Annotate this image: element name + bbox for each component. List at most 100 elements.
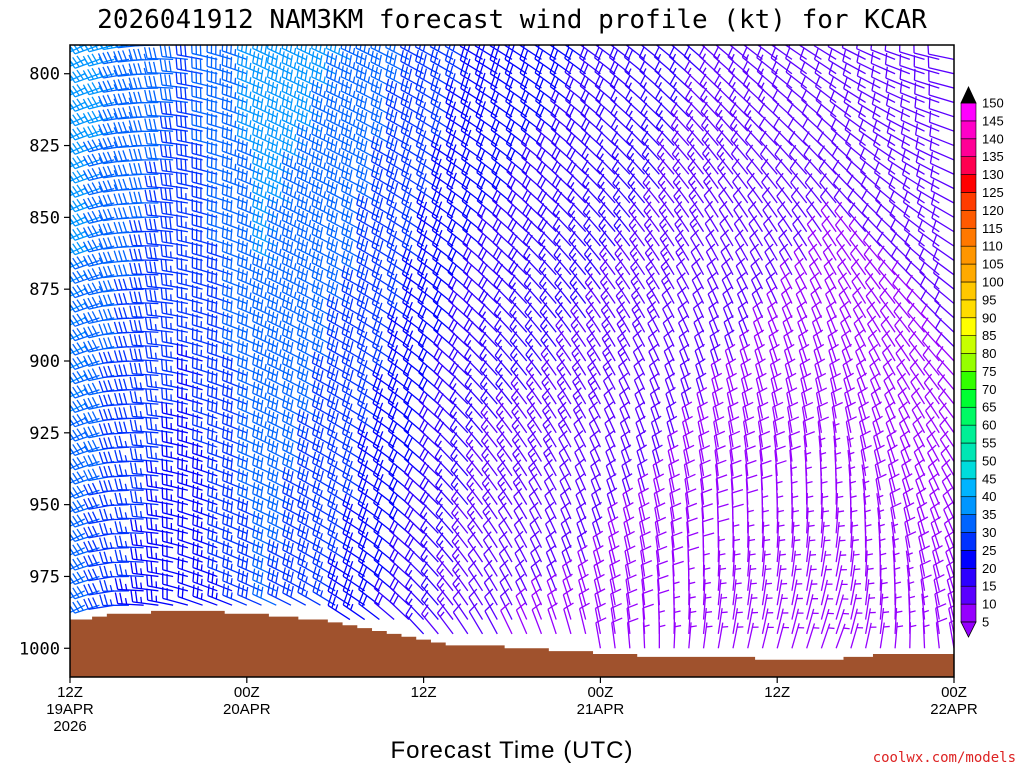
wind-barb <box>582 173 601 204</box>
wind-barb <box>888 190 911 218</box>
wind-barb <box>806 565 817 591</box>
wind-barb <box>835 608 850 635</box>
wind-barb <box>671 144 690 175</box>
wind-barb <box>449 432 469 462</box>
wind-barb <box>144 260 174 276</box>
wind-barb <box>161 558 189 578</box>
wind-barb <box>70 519 71 520</box>
wind-barb <box>70 170 100 184</box>
wind-barb <box>556 373 572 405</box>
wind-barb <box>941 459 954 491</box>
wind-barb <box>327 508 351 534</box>
wind-barb <box>943 501 954 534</box>
wind-barb <box>385 78 410 104</box>
wind-barb <box>340 122 365 147</box>
wind-barb <box>114 478 144 491</box>
wind-barb <box>281 94 307 118</box>
wind-barb <box>905 260 925 290</box>
wind-barb <box>451 517 469 549</box>
wind-barb <box>732 536 741 563</box>
wind-barb <box>130 576 159 592</box>
wind-barb <box>468 588 484 620</box>
wind-barb <box>237 583 262 606</box>
wind-barb <box>921 593 929 620</box>
wind-barb <box>129 419 159 434</box>
wind-barb <box>816 401 829 433</box>
wind-barb <box>939 416 954 448</box>
wind-barb <box>608 46 631 75</box>
wind-barb <box>497 502 513 534</box>
wind-barb <box>806 492 814 520</box>
wind-barb <box>550 103 572 132</box>
wind-barb <box>130 504 159 520</box>
wind-barb <box>847 202 867 233</box>
wind-barb <box>579 75 601 103</box>
wind-barb <box>326 222 351 247</box>
wind-barb <box>732 622 744 649</box>
wind-barb <box>444 63 469 89</box>
wind-barb <box>872 134 896 161</box>
wind-barb <box>820 594 834 620</box>
wind-barb <box>937 388 954 419</box>
wind-barb <box>821 215 837 247</box>
wind-barb <box>176 214 203 233</box>
wind-barb <box>534 61 557 89</box>
wind-barb <box>549 61 572 89</box>
wind-barb <box>357 407 380 434</box>
wind-barb <box>459 49 483 75</box>
wind-barb <box>500 602 513 635</box>
wind-barb <box>655 545 668 577</box>
wind-barb <box>805 187 822 218</box>
wind-barb <box>128 205 159 219</box>
wind-barb <box>129 248 159 262</box>
wind-barb <box>519 62 542 89</box>
wind-barb <box>626 130 646 161</box>
wind-barb <box>912 430 926 462</box>
wind-barb <box>429 49 454 75</box>
wind-barb <box>177 456 203 477</box>
wind-barb <box>509 345 528 376</box>
wind-barb <box>528 473 543 505</box>
wind-barb <box>99 594 129 607</box>
wind-barb <box>894 607 903 634</box>
wind-barb <box>416 220 439 247</box>
wind-barb <box>597 187 616 218</box>
wind-barb <box>267 539 292 563</box>
wind-barb <box>775 158 793 190</box>
wind-barb <box>830 387 842 419</box>
wind-barb <box>920 574 932 606</box>
wind-barb <box>452 603 469 635</box>
wind-barb <box>464 346 484 376</box>
wind-barb <box>82 339 115 353</box>
wind-barb <box>913 55 940 75</box>
wind-barb <box>356 207 380 233</box>
wind-barb <box>431 233 454 261</box>
wind-barb <box>757 88 778 118</box>
wind-barb <box>311 165 336 190</box>
wind-barb <box>612 187 631 218</box>
wind-barb <box>535 104 557 132</box>
wind-barb <box>699 73 719 103</box>
wind-barb <box>145 503 174 520</box>
wind-barb <box>504 48 528 75</box>
wind-barb <box>601 315 616 347</box>
wind-barb <box>526 402 543 434</box>
wind-barb <box>327 594 351 621</box>
wind-barb <box>177 528 203 549</box>
wind-barb <box>898 401 911 434</box>
wind-barb <box>431 205 454 233</box>
wind-barb <box>762 215 778 247</box>
wind-barb <box>70 500 100 514</box>
wind-barb <box>686 517 698 548</box>
wind-barb <box>266 395 292 420</box>
wind-barb <box>544 501 557 534</box>
wind-barb <box>786 89 808 118</box>
wind-barb <box>129 333 159 348</box>
wind-barb <box>267 553 292 578</box>
wind-barb <box>267 438 292 463</box>
wind-barb <box>802 131 822 161</box>
wind-barb <box>658 622 666 649</box>
wind-barb <box>590 473 602 505</box>
wind-barb <box>447 233 469 261</box>
wind-barb <box>688 579 696 606</box>
